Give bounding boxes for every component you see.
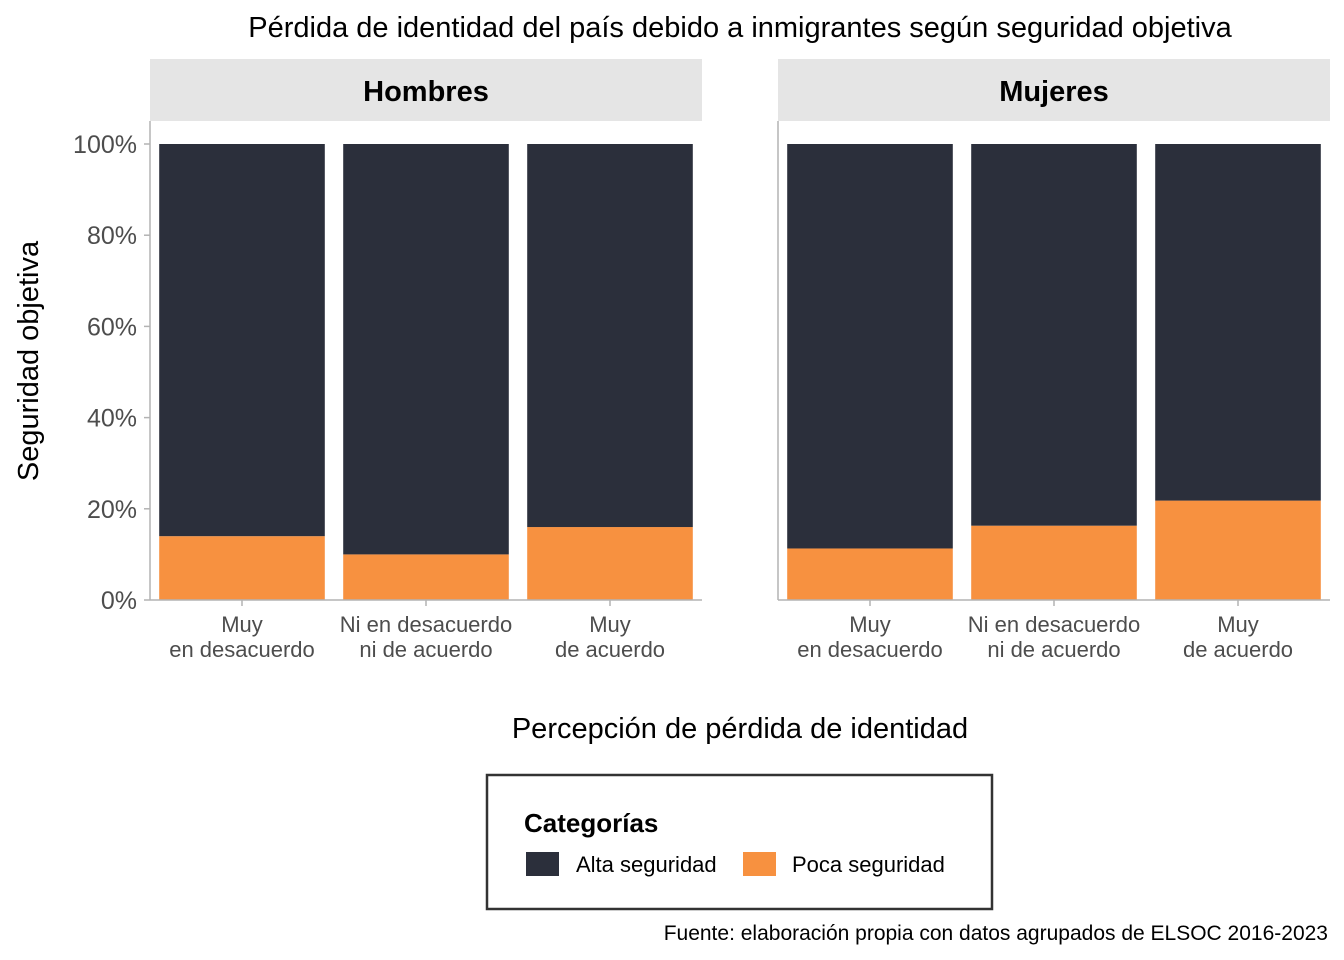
y-axis-title: Seguridad objetiva <box>13 240 45 481</box>
legend-label: Alta seguridad <box>576 852 717 877</box>
facet-strip <box>778 59 1330 121</box>
x-axis-title: Percepción de pérdida de identidad <box>512 713 968 745</box>
legend-key-alta-seguridad <box>526 852 559 876</box>
bar-segment-poca-seguridad <box>343 554 509 600</box>
bar-segment-alta-seguridad <box>1155 144 1321 501</box>
bar-segment-alta-seguridad <box>971 144 1137 526</box>
legend-key-poca-seguridad <box>743 852 776 876</box>
legend-items: Alta seguridad Poca seguridad <box>526 852 945 877</box>
y-axis: 0% 20% 40% 60% 80% 100% <box>73 131 150 615</box>
y-tick-label: 20% <box>87 496 137 524</box>
y-tick-label: 60% <box>87 313 137 341</box>
y-tick-label: 100% <box>73 131 137 159</box>
x-tick-label: Muy en desacuerdo <box>169 612 315 662</box>
facet-panel-mujeres: Mujeres Muy en desacuerdo Ni en desacuerdo n… <box>777 59 1330 662</box>
bar-segment-poca-seguridad <box>1155 500 1321 600</box>
y-tick-label: 40% <box>87 405 137 433</box>
x-tick-label: Ni en desacuerdo ni de acuerdo <box>968 612 1140 662</box>
x-tick-label: Muy de acuerdo <box>1183 612 1293 662</box>
facet-strip-label: Hombres <box>363 76 489 108</box>
caption: Fuente: elaboración propia con datos agr… <box>664 922 1328 945</box>
legend: Categorías Alta seguridad Poca seguridad <box>485 773 994 911</box>
x-tick-label: Muy de acuerdo <box>555 612 665 662</box>
bar-segment-alta-seguridad <box>343 144 509 555</box>
bar-segment-alta-seguridad <box>159 144 325 537</box>
facet-panel-hombres: Hombres Muy en desacuerdo Ni en desacuerdo n… <box>149 59 702 662</box>
bar-segment-poca-seguridad <box>971 525 1137 600</box>
bar-segment-alta-seguridad <box>527 144 693 528</box>
legend-title: Categorías <box>524 808 658 838</box>
x-tick-label: Ni en desacuerdo ni de acuerdo <box>340 612 512 662</box>
x-tick-label: Muy en desacuerdo <box>797 612 943 662</box>
legend-label: Poca seguridad <box>792 852 945 877</box>
y-tick-label: 80% <box>87 222 137 250</box>
facets-group: Hombres Muy en desacuerdo Ni en desacuerdo n… <box>149 59 1330 662</box>
legend-box <box>485 773 994 911</box>
bar-segment-poca-seguridad <box>787 548 953 600</box>
bar-segment-poca-seguridad <box>159 536 325 600</box>
chart-title: Pérdida de identidad del país debido a i… <box>248 12 1232 44</box>
facet-strip <box>150 59 702 121</box>
y-tick-label: 0% <box>101 587 137 615</box>
facet-strip-label: Mujeres <box>999 76 1109 108</box>
bar-segment-alta-seguridad <box>787 144 953 549</box>
bar-segment-poca-seguridad <box>527 527 693 600</box>
